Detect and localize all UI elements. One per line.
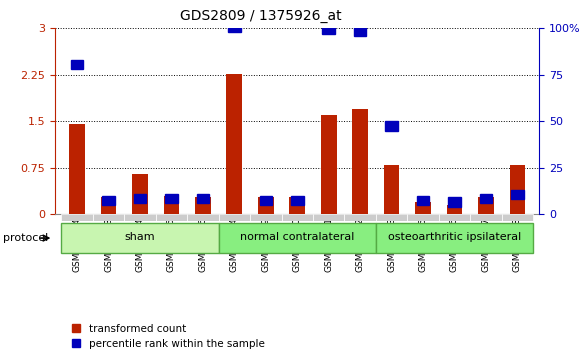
- Bar: [102, 195, 115, 205]
- Text: sham: sham: [125, 232, 155, 242]
- Bar: [354, 27, 367, 36]
- Bar: [511, 190, 524, 199]
- Text: osteoarthritic ipsilateral: osteoarthritic ipsilateral: [388, 232, 521, 242]
- Bar: [480, 194, 492, 203]
- Bar: [345, 214, 376, 221]
- Bar: [415, 202, 431, 214]
- Bar: [156, 214, 187, 221]
- FancyBboxPatch shape: [376, 223, 533, 253]
- Text: protocol: protocol: [3, 233, 48, 243]
- Bar: [258, 197, 274, 214]
- Bar: [228, 23, 241, 32]
- Bar: [313, 214, 345, 221]
- Bar: [187, 214, 219, 221]
- Bar: [197, 194, 209, 203]
- Bar: [291, 195, 303, 205]
- Bar: [509, 165, 525, 214]
- Bar: [227, 74, 242, 214]
- Bar: [101, 197, 117, 214]
- Text: normal contralateral: normal contralateral: [240, 232, 354, 242]
- Bar: [164, 195, 179, 214]
- Bar: [250, 214, 281, 221]
- Bar: [478, 197, 494, 214]
- Bar: [447, 205, 462, 214]
- Bar: [134, 194, 146, 203]
- Bar: [321, 115, 336, 214]
- Bar: [124, 214, 156, 221]
- Bar: [132, 174, 148, 214]
- Bar: [289, 197, 305, 214]
- FancyBboxPatch shape: [61, 223, 219, 253]
- Bar: [195, 197, 211, 214]
- Legend: transformed count, percentile rank within the sample: transformed count, percentile rank withi…: [72, 324, 264, 349]
- Bar: [219, 214, 250, 221]
- Bar: [322, 24, 335, 34]
- Bar: [93, 214, 124, 221]
- Bar: [259, 195, 272, 205]
- Bar: [69, 124, 85, 214]
- Bar: [61, 214, 93, 221]
- Bar: [384, 165, 400, 214]
- Bar: [165, 194, 177, 203]
- Bar: [385, 121, 398, 131]
- Bar: [417, 195, 429, 205]
- Bar: [448, 198, 461, 207]
- Bar: [407, 214, 438, 221]
- Bar: [438, 214, 470, 221]
- Bar: [502, 214, 533, 221]
- Bar: [281, 214, 313, 221]
- Text: GDS2809 / 1375926_at: GDS2809 / 1375926_at: [180, 9, 342, 23]
- Bar: [470, 214, 502, 221]
- FancyBboxPatch shape: [219, 223, 376, 253]
- Bar: [352, 109, 368, 214]
- Bar: [376, 214, 407, 221]
- Bar: [71, 60, 84, 69]
